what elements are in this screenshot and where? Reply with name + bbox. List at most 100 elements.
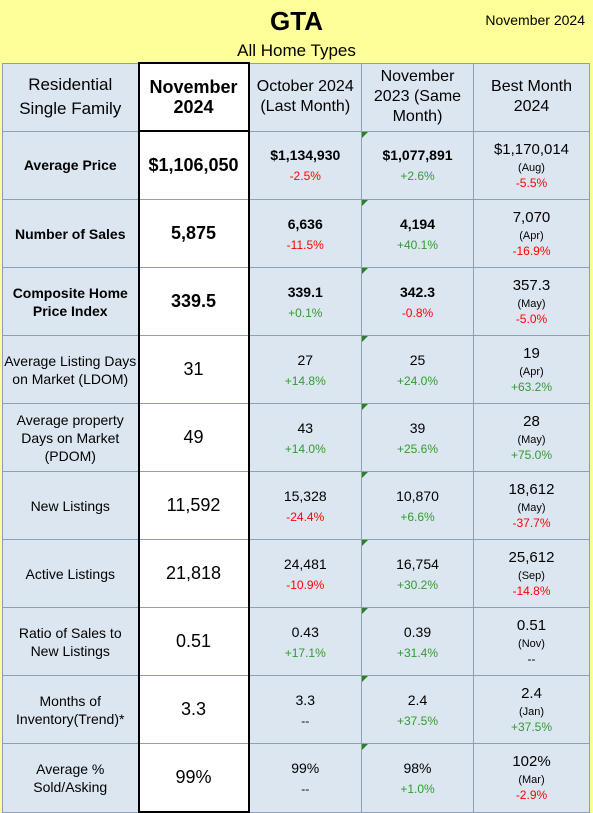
header-current: November 2024 — [137, 62, 250, 132]
last-month-value: 339.1 — [287, 283, 323, 300]
best-month-cell: 25,612 (Sep) -14.8% — [473, 539, 590, 608]
same-month-change: +2.6% — [400, 169, 435, 184]
current-value: 99% — [137, 743, 250, 813]
best-month-change: -16.9% — [512, 244, 551, 258]
last-month-cell: 43 +14.0% — [248, 403, 362, 472]
last-month-cell: 15,328 -24.4% — [248, 471, 362, 540]
table-row: Average property Days on Market (PDOM) 49… — [2, 403, 590, 472]
best-month-cell: 2.4 (Jan) +37.5% — [473, 675, 590, 744]
last-month-cell: 27 +14.8% — [248, 335, 362, 404]
best-month-label: (May) — [517, 502, 546, 514]
current-value: 339.5 — [137, 267, 250, 336]
last-month-cell: 339.1 +0.1% — [248, 267, 362, 336]
best-month-change: +37.5% — [510, 720, 553, 734]
last-month-change: -- — [301, 713, 310, 728]
best-month-label: (Sep) — [518, 570, 545, 582]
same-month-change: +40.1% — [396, 237, 439, 252]
same-month-value: 39 — [409, 419, 426, 436]
same-month-value: $1,077,891 — [382, 147, 453, 164]
best-month-cell: 357.3 (May) -5.0% — [473, 267, 590, 336]
row-label: Active Listings — [2, 539, 139, 608]
best-month-change: -14.8% — [512, 584, 551, 598]
report-header: GTA All Home Types November 2024 — [0, 0, 593, 62]
last-month-change: -11.5% — [286, 237, 324, 252]
row-label: Average Price — [2, 130, 139, 200]
last-month-cell: 99% -- — [248, 743, 362, 813]
report-title: GTA — [270, 6, 323, 36]
table-row: Months of Inventory(Trend)* 3.3 3.3 -- 2.4 +3… — [2, 675, 590, 744]
same-month-change: +1.0% — [400, 781, 435, 796]
last-month-change: -24.4% — [286, 509, 325, 524]
best-month-cell: 28 (May) +75.0% — [473, 403, 590, 472]
row-label: Average % Sold/Asking — [2, 743, 139, 813]
best-month-change: -37.7% — [512, 516, 551, 530]
best-month-change: -- — [527, 652, 536, 666]
last-month-value: 15,328 — [283, 487, 327, 504]
same-month-change: +25.6% — [396, 441, 439, 456]
best-month-value: 25,612 — [508, 549, 555, 566]
header-best-month: Best Month 2024 — [473, 62, 590, 132]
same-month-cell: 4,194 +40.1% — [361, 199, 474, 268]
best-month-change: +75.0% — [510, 448, 553, 462]
same-month-cell: 342.3 -0.8% — [361, 267, 474, 336]
row-label: Number of Sales — [2, 199, 139, 268]
current-value: 3.3 — [137, 675, 250, 744]
same-month-value: 2.4 — [407, 691, 428, 708]
table-row: Average Listing Days on Market (LDOM) 31 2… — [2, 335, 590, 404]
same-month-cell: 16,754 +30.2% — [361, 539, 474, 608]
current-value: 5,875 — [137, 199, 250, 268]
best-month-label: (May) — [517, 434, 546, 446]
best-month-cell: 102% (Mar) -2.9% — [473, 743, 590, 813]
header-residential: Residential Single Family — [2, 62, 139, 132]
same-month-change: +6.6% — [400, 509, 435, 524]
table-row: New Listings 11,592 15,328 -24.4% 10,870 +6.6… — [2, 471, 590, 540]
best-month-value: 19 — [523, 345, 540, 362]
last-month-change: -2.5% — [289, 169, 321, 184]
row-label: Average Listing Days on Market (LDOM) — [2, 335, 139, 404]
report-month: November 2024 — [485, 12, 585, 28]
last-month-value: $1,134,930 — [270, 147, 341, 164]
current-value: 31 — [137, 335, 250, 404]
best-month-value: 0.51 — [516, 617, 547, 634]
best-month-value: 102% — [512, 753, 551, 771]
best-month-value: 2.4 — [521, 685, 542, 702]
same-month-value: 4,194 — [399, 215, 436, 232]
header-last-month: October 2024 (Last Month) — [248, 62, 362, 132]
best-month-value: 357.3 — [512, 277, 551, 294]
row-label: New Listings — [2, 471, 139, 540]
best-month-value: $1,170,014 — [493, 140, 570, 158]
row-label: Average property Days on Market (PDOM) — [2, 403, 139, 472]
same-month-value: 10,870 — [396, 487, 439, 504]
best-month-label: (Nov) — [518, 638, 545, 650]
same-month-change: +37.5% — [396, 713, 439, 728]
current-value: $1,106,050 — [137, 130, 250, 200]
best-month-cell: 7,070 (Apr) -16.9% — [473, 199, 590, 268]
current-value: 0.51 — [137, 607, 250, 676]
same-month-value: 25 — [409, 351, 426, 368]
same-month-value: 98% — [403, 759, 432, 776]
same-month-cell: 10,870 +6.6% — [361, 471, 474, 540]
same-month-cell: 98% +1.0% — [361, 743, 474, 813]
last-month-value: 99% — [291, 759, 320, 776]
best-month-label: (Mar) — [518, 774, 545, 787]
best-month-change: +63.2% — [510, 380, 553, 394]
best-month-value: 28 — [523, 413, 540, 430]
same-month-cell: 0.39 +31.4% — [361, 607, 474, 676]
best-month-cell: 0.51 (Nov) -- — [473, 607, 590, 676]
table-row: Average % Sold/Asking 99% 99% -- 98% +1.0% 102… — [2, 743, 590, 813]
same-month-change: +30.2% — [396, 577, 439, 592]
last-month-change: +17.1% — [284, 645, 326, 660]
best-month-change: -5.0% — [515, 312, 548, 326]
last-month-cell: $1,134,930 -2.5% — [248, 130, 362, 200]
stats-table: Residential Single Family November 2024 … — [2, 62, 590, 813]
table-row: Average Price $1,106,050 $1,134,930 -2.5% $1… — [2, 130, 590, 200]
best-month-value: 18,612 — [508, 481, 555, 498]
last-month-value: 3.3 — [295, 691, 315, 708]
same-month-change: +24.0% — [396, 373, 439, 388]
same-month-change: -0.8% — [401, 305, 434, 320]
same-month-value: 342.3 — [399, 283, 436, 300]
table-row: Ratio of Sales to New Listings 0.51 0.43 +1… — [2, 607, 590, 676]
table-row: Active Listings 21,818 24,481 -10.9% 16,754 +… — [2, 539, 590, 608]
best-month-cell: 18,612 (May) -37.7% — [473, 471, 590, 540]
best-month-change: -2.9% — [515, 788, 548, 803]
